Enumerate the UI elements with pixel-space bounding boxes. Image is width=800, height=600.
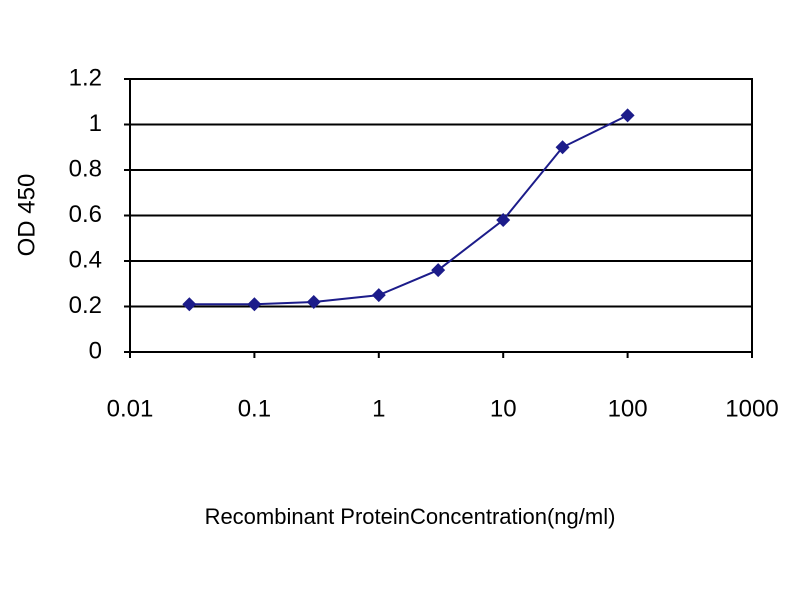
y-tick-label: 0.2	[69, 292, 102, 319]
x-tick-label: 1	[372, 395, 385, 422]
data-point	[306, 294, 321, 309]
y-tick-label: 0.4	[69, 246, 102, 273]
x-tick-label: 1000	[725, 395, 778, 422]
x-axis-label: Recombinant ProteinConcentration(ng/ml)	[205, 504, 616, 529]
data-point	[620, 108, 635, 123]
y-tick-label: 0.8	[69, 155, 102, 182]
x-tick-label: 0.01	[107, 395, 154, 422]
series-line	[189, 114, 629, 306]
data-point	[182, 297, 197, 312]
data-point	[247, 297, 262, 312]
data-point	[371, 288, 386, 303]
x-tick-label: 0.1	[238, 395, 271, 422]
x-tick-label: 10	[490, 395, 517, 422]
data-point	[555, 140, 570, 155]
data-point	[431, 263, 446, 278]
data-point	[496, 213, 511, 228]
y-tick-label: 1.2	[69, 64, 102, 91]
x-tick-label: 100	[608, 395, 648, 422]
y-tick-label: 0	[89, 337, 102, 364]
y-tick-label: 0.6	[69, 201, 102, 228]
y-tick-label: 1	[89, 110, 102, 137]
y-axis-label: OD 450	[13, 174, 40, 257]
